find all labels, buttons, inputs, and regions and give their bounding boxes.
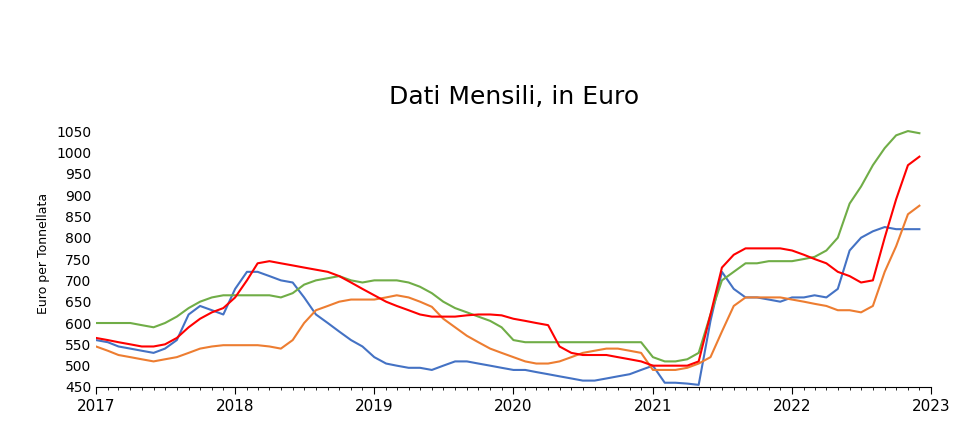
Title: Dati Mensili, in Euro: Dati Mensili, in Euro [389, 85, 638, 109]
Y-axis label: Euro per Tonnellata: Euro per Tonnellata [37, 193, 51, 314]
